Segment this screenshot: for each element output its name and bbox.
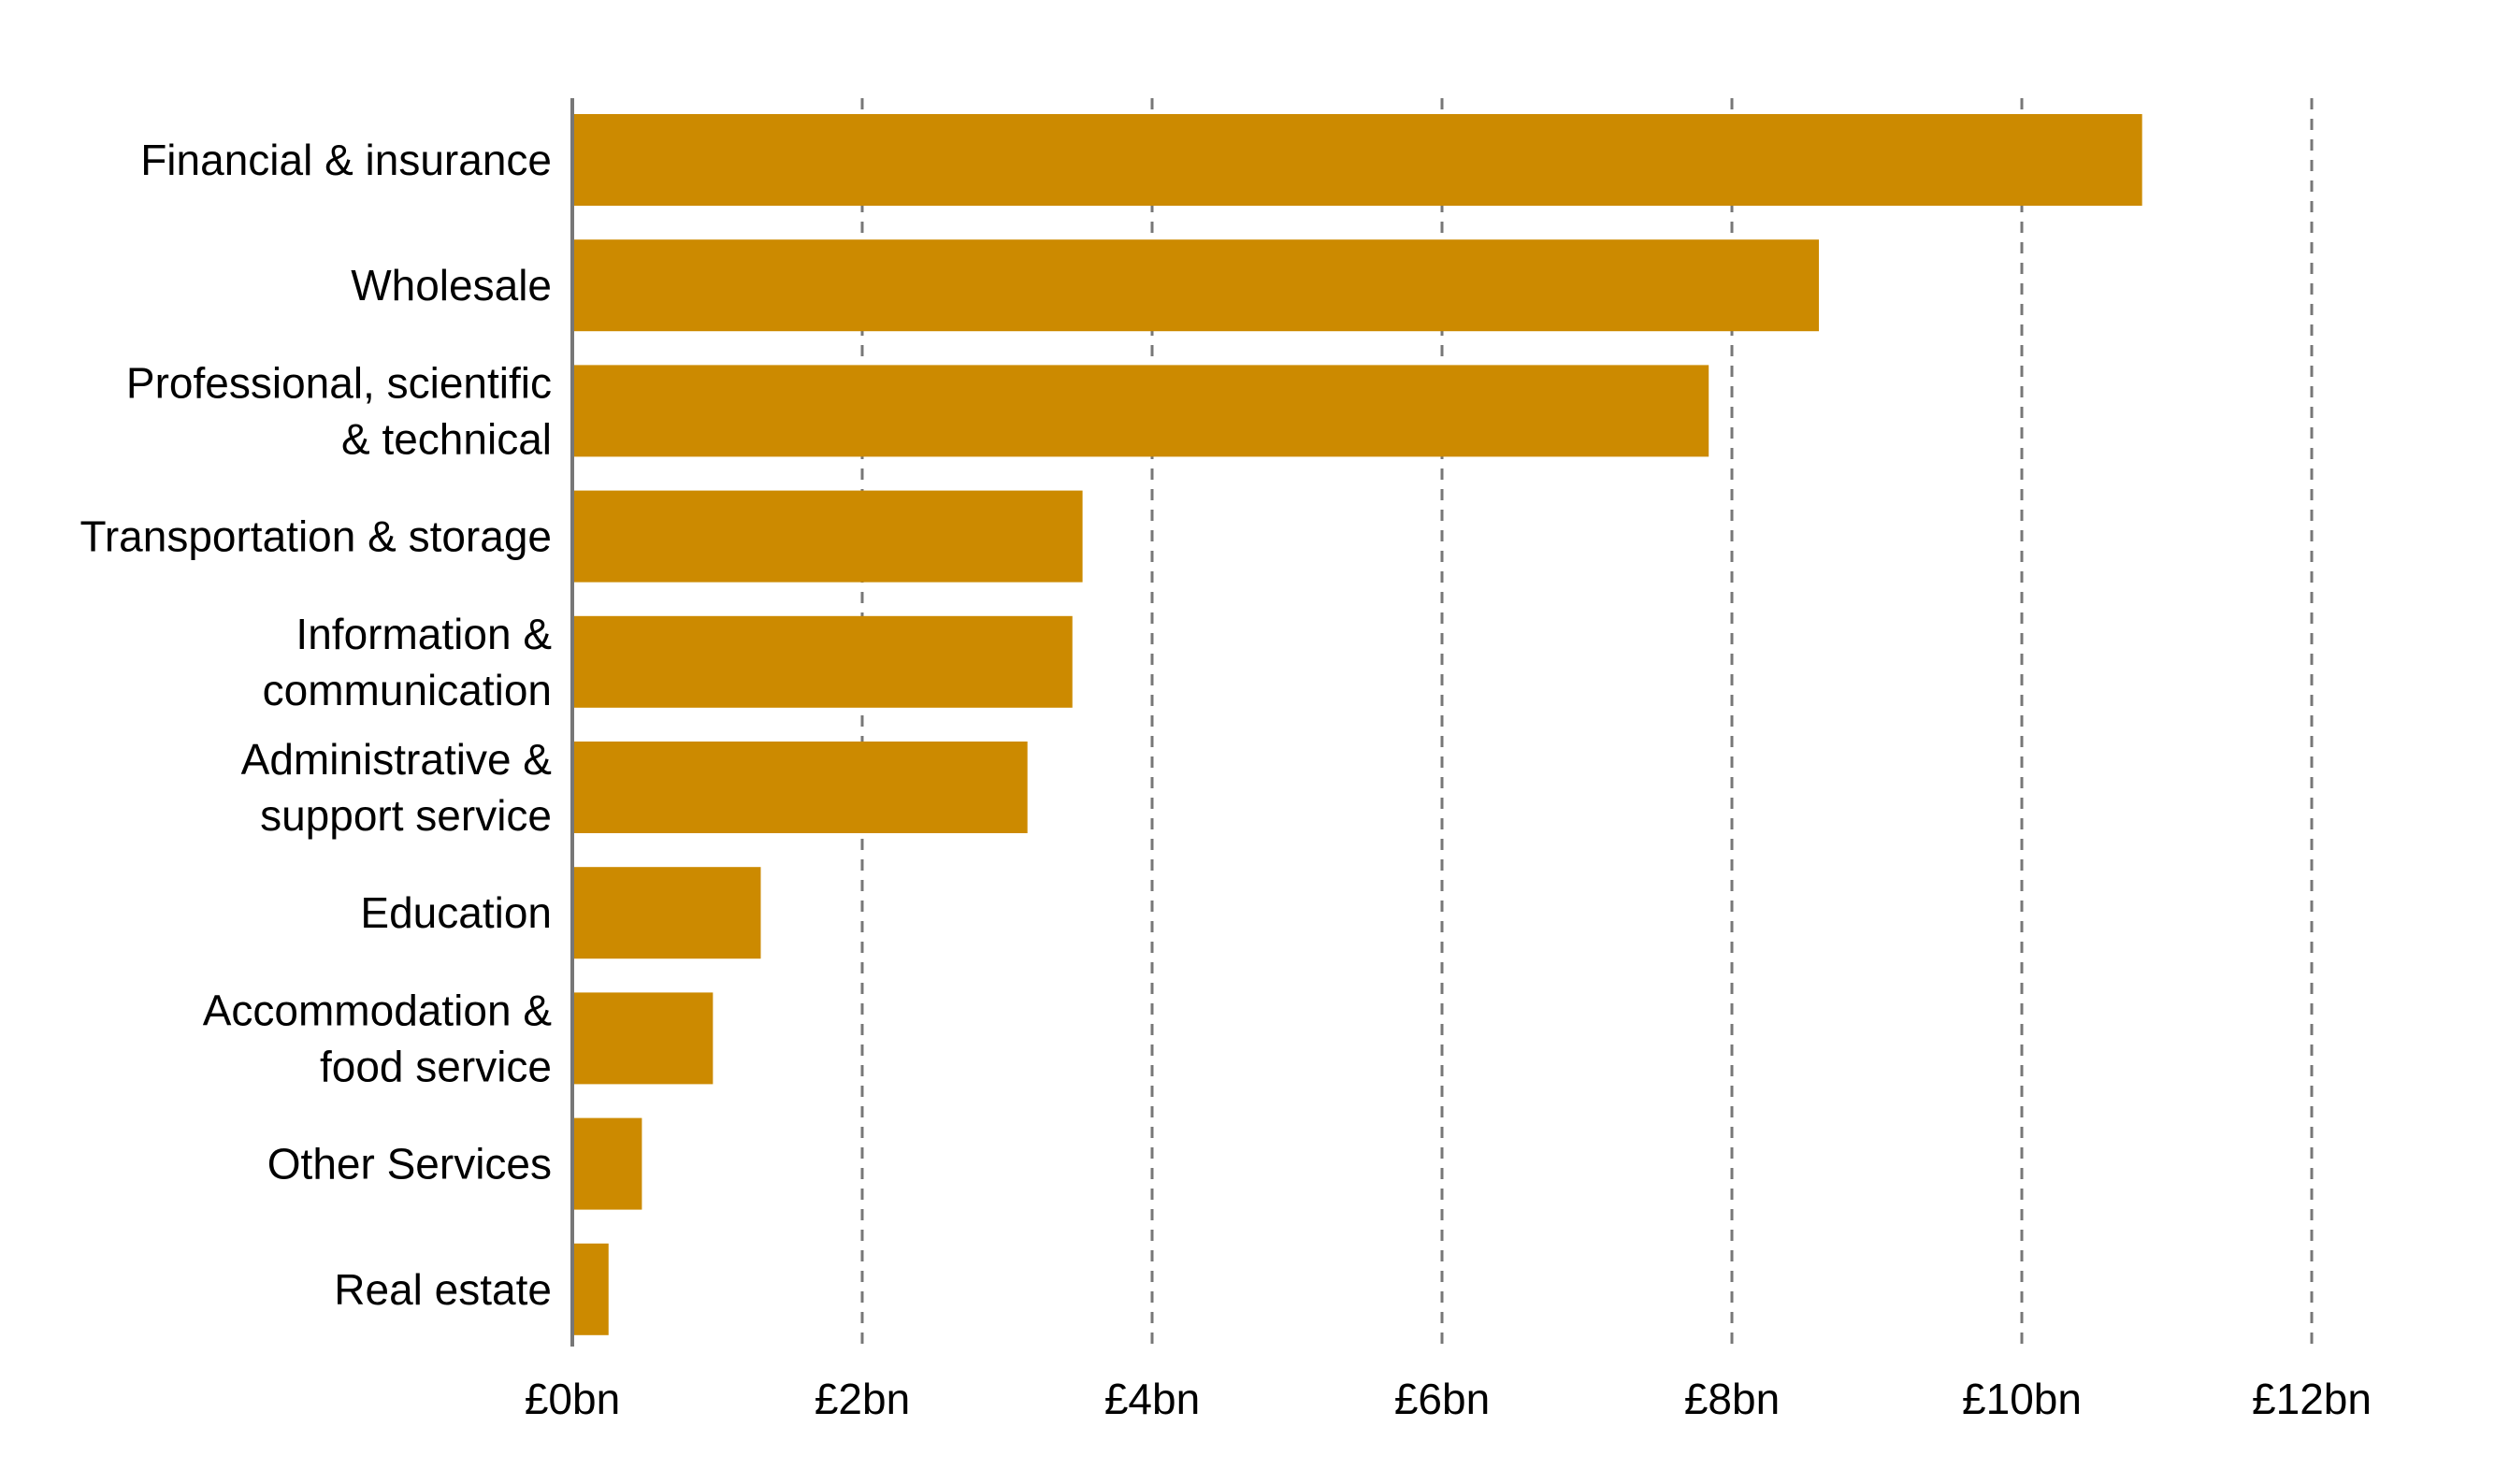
category-label-9: Real estate bbox=[334, 1265, 552, 1314]
bar-0 bbox=[572, 114, 2142, 206]
bar-7 bbox=[572, 992, 714, 1085]
category-label-line: Real estate bbox=[334, 1265, 552, 1314]
x-tick-label-5: £10bn bbox=[1962, 1375, 2082, 1423]
category-label-line: Information & bbox=[296, 610, 552, 658]
category-label-line: support service bbox=[260, 791, 552, 840]
category-label-2: Professional, scientific & technical bbox=[126, 358, 552, 463]
category-label-line: Wholesale bbox=[351, 261, 552, 310]
bar-4 bbox=[572, 615, 1073, 708]
category-label-line: Transportation & storage bbox=[79, 512, 552, 561]
x-tick-label-4: £8bn bbox=[1684, 1375, 1780, 1423]
category-label-line: food service bbox=[320, 1042, 552, 1090]
category-label-3: Transportation & storage bbox=[79, 512, 552, 561]
category-label-line: Professional, scientific bbox=[126, 358, 552, 407]
category-label-line: Education bbox=[360, 888, 552, 937]
x-tick-label-1: £2bn bbox=[815, 1375, 910, 1423]
category-label-0: Financial & insurance bbox=[140, 136, 552, 184]
category-label-6: Education bbox=[360, 888, 552, 937]
category-label-8: Other Services bbox=[267, 1140, 552, 1189]
bar-6 bbox=[572, 867, 761, 959]
category-label-line: Financial & insurance bbox=[140, 136, 552, 184]
x-tick-label-0: £0bn bbox=[525, 1375, 620, 1423]
category-label-4: Information & communication bbox=[263, 610, 552, 714]
x-tick-label-6: £12bn bbox=[2252, 1375, 2372, 1423]
category-labels: Financial & insurance Wholesale Profession… bbox=[79, 136, 552, 1314]
x-tick-label-2: £4bn bbox=[1104, 1375, 1200, 1423]
bars bbox=[572, 114, 2142, 1335]
category-label-line: Administrative & bbox=[241, 735, 552, 784]
bar-2 bbox=[572, 365, 1709, 457]
category-label-5: Administrative & support service bbox=[241, 735, 552, 840]
bar-9 bbox=[572, 1243, 609, 1335]
x-tick-label-3: £6bn bbox=[1394, 1375, 1490, 1423]
bar-8 bbox=[572, 1117, 642, 1210]
category-label-line: Other Services bbox=[267, 1140, 552, 1189]
category-label-line: Accommodation & bbox=[203, 986, 552, 1034]
category-label-line: communication bbox=[263, 666, 552, 714]
category-label-7: Accommodation & food service bbox=[203, 986, 552, 1090]
category-label-1: Wholesale bbox=[351, 261, 552, 310]
bar-5 bbox=[572, 742, 1028, 833]
x-axis-tick-labels: £0bn £2bn £4bn £6bn £8bn £10bn £12bn bbox=[525, 1375, 2372, 1423]
bar-1 bbox=[572, 239, 1819, 332]
bar-3 bbox=[572, 490, 1083, 583]
category-label-line: & technical bbox=[341, 414, 552, 463]
